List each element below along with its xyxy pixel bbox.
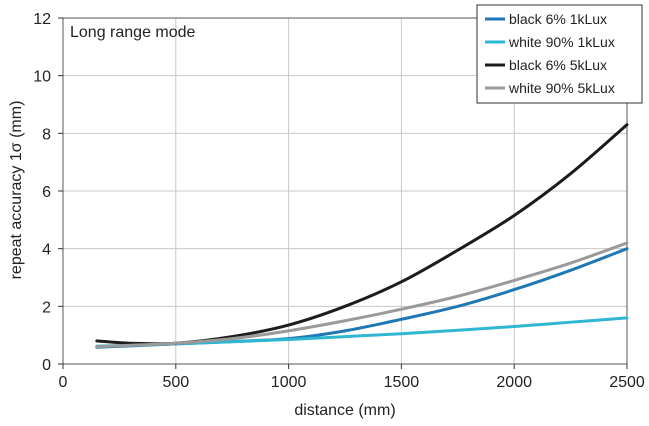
x-tick-label: 1000 (271, 374, 307, 391)
x-tick-label: 1500 (384, 374, 420, 391)
y-tick-label: 4 (42, 242, 51, 259)
x-axis-label: distance (mm) (294, 402, 395, 419)
legend: black 6% 1kLux white 90% 1kLux black 6% 5k… (476, 4, 643, 104)
legend-label-4: white 90% 5kLux (508, 80, 615, 96)
chart-annotation: Long range mode (70, 24, 196, 41)
legend-label-1: black 6% 1kLux (509, 11, 607, 27)
y-axis-label: repeat accuracy 1σ (mm) (8, 101, 25, 280)
series-line-4 (95, 241, 629, 349)
series-line-1 (95, 247, 629, 349)
y-tick-label: 10 (33, 69, 51, 86)
y-tick-label: 2 (42, 299, 51, 316)
x-tick-label: 2000 (496, 374, 532, 391)
y-tick-label: 0 (42, 357, 51, 374)
x-tick-label: 500 (162, 374, 189, 391)
x-tick-label: 0 (59, 374, 68, 391)
series-lines (95, 123, 629, 349)
x-tick-label: 2500 (609, 374, 645, 391)
legend-label-3: black 6% 5kLux (509, 57, 607, 73)
series-line-3 (95, 123, 629, 346)
y-tick-label: 12 (33, 11, 51, 28)
y-tick-label: 8 (42, 126, 51, 143)
legend-label-2: white 90% 1kLux (508, 34, 615, 50)
axes: 0 500 1000 1500 2000 2500 0 2 4 6 8 10 12 (33, 11, 645, 391)
y-tick-label: 6 (42, 184, 51, 201)
